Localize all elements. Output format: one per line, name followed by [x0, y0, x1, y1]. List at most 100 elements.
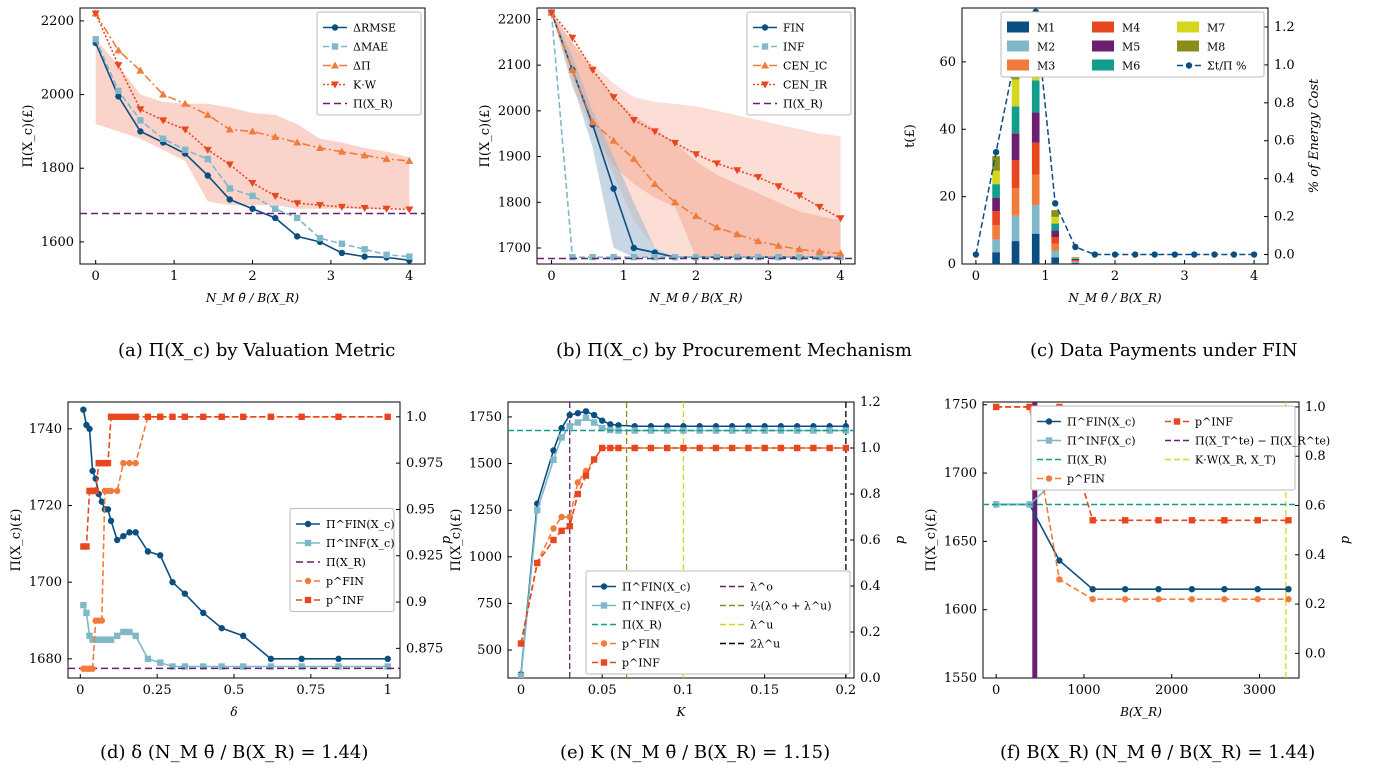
y2-tick-label: 0.0: [1274, 248, 1295, 263]
y2-tick-label: 0.95: [406, 502, 435, 517]
data-point: [550, 447, 557, 454]
y2-axis-label: p: [1338, 535, 1353, 544]
legend-box: [746, 11, 852, 116]
legend-marker: [304, 596, 312, 604]
data-point: [113, 632, 121, 640]
legend-marker: [600, 583, 608, 590]
data-point: [1285, 517, 1292, 524]
bar-segment: [1031, 233, 1040, 264]
data-point: [816, 253, 823, 261]
pct-point: [992, 148, 1000, 156]
legend-marker: [761, 61, 769, 69]
x-tick-label: 1: [384, 683, 392, 698]
data-point: [113, 487, 121, 495]
series-line: [996, 503, 1289, 590]
data-point: [137, 128, 144, 135]
data-point: [157, 413, 164, 421]
legend-box: [316, 11, 422, 116]
data-point: [692, 253, 700, 261]
y2-tick-label: 1.0: [1274, 58, 1295, 73]
data-point: [671, 139, 680, 147]
data-point: [650, 128, 659, 136]
data-point: [337, 147, 346, 155]
data-point: [1188, 595, 1196, 603]
data-point: [337, 203, 346, 211]
legend-label: M1: [1037, 22, 1055, 35]
pct-point: [1072, 243, 1079, 251]
data-point: [582, 472, 590, 479]
x-tick-label: 0: [992, 683, 1000, 698]
y2-axis-label: p: [893, 535, 908, 544]
data-point: [796, 253, 803, 261]
data-point: [1089, 585, 1096, 593]
y-axis-label: Π(X_c)(£): [478, 105, 493, 168]
data-point: [761, 444, 768, 452]
pct-point: [1191, 251, 1198, 258]
data-point: [316, 235, 324, 242]
legend-swatch: [1177, 40, 1199, 52]
data-point: [629, 154, 638, 162]
legend-marker: [600, 640, 608, 647]
y2-tick-label: 0.975: [406, 456, 443, 471]
data-point: [550, 536, 557, 544]
pct-point: [1111, 251, 1119, 258]
data-point: [631, 444, 638, 452]
data-point: [271, 192, 280, 200]
plot-area: [68, 406, 400, 672]
x-tick-label: 0.75: [296, 683, 325, 698]
data-point: [132, 413, 139, 421]
data-point: [826, 427, 833, 434]
data-point: [609, 94, 618, 102]
y-tick-label: 1800: [41, 161, 74, 176]
data-point: [607, 444, 614, 452]
data-point: [136, 66, 145, 74]
data-point: [574, 479, 582, 486]
data-point: [272, 205, 279, 212]
data-point: [225, 125, 234, 133]
data-point: [360, 205, 369, 213]
y-tick-label: 1000: [469, 550, 502, 565]
legend-marker: [761, 24, 769, 31]
legend-label: ΔMAE: [353, 41, 388, 54]
data-point: [712, 444, 720, 452]
data-point: [114, 62, 123, 70]
data-point: [92, 475, 99, 482]
y2-tick-label: 0.875: [406, 641, 443, 656]
legend-box: [289, 508, 395, 612]
x-axis-label: N_M θ̄ / B(X_R): [648, 291, 743, 305]
legend: FIN INF CEN_IC CEN_IR Π(X_R): [746, 11, 852, 116]
data-point: [569, 253, 576, 261]
bar-segment: [1011, 215, 1020, 242]
bar-segment: [992, 225, 1000, 240]
legend-label: Π(X_R): [622, 619, 662, 632]
bar-segment: [1071, 258, 1080, 259]
legend-label: K·W: [353, 79, 377, 92]
legend-marker: [1045, 475, 1053, 482]
data-point: [248, 127, 257, 135]
data-point: [558, 513, 565, 521]
legend-label: Π(X_T^te) − Π(X_R^te): [1195, 435, 1330, 448]
panel-e: 0 0.05 0.1 0.15 0.2 500 750 1000 1250 1500 1750 0.0…: [449, 395, 908, 719]
x-tick-label: 1: [170, 269, 178, 284]
confidence-band: [95, 39, 410, 209]
data-point: [692, 151, 700, 159]
data-point: [104, 459, 112, 467]
legend-marker: [331, 43, 339, 50]
data-point: [728, 427, 736, 434]
data-point: [80, 601, 87, 609]
legend: ΔRMSE ΔMAE ΔΠ K·W Π(X_R): [316, 11, 422, 116]
legend-marker: [331, 81, 339, 89]
data-point: [298, 413, 305, 421]
x-tick-label: 2: [692, 269, 700, 284]
y-tick-label: 2100: [498, 58, 531, 73]
x-tick-label: 0.05: [588, 683, 617, 698]
bar-segment: [1051, 250, 1060, 258]
y-tick-label: 2000: [498, 104, 531, 119]
data-point: [360, 151, 369, 159]
y-tick-label: 1750: [469, 410, 502, 425]
x-axis-label: N_M θ̄ / B(X_R): [205, 291, 300, 305]
data-point: [558, 424, 565, 432]
data-point: [126, 413, 133, 421]
plot-area: [537, 8, 855, 261]
data-point: [132, 459, 139, 467]
